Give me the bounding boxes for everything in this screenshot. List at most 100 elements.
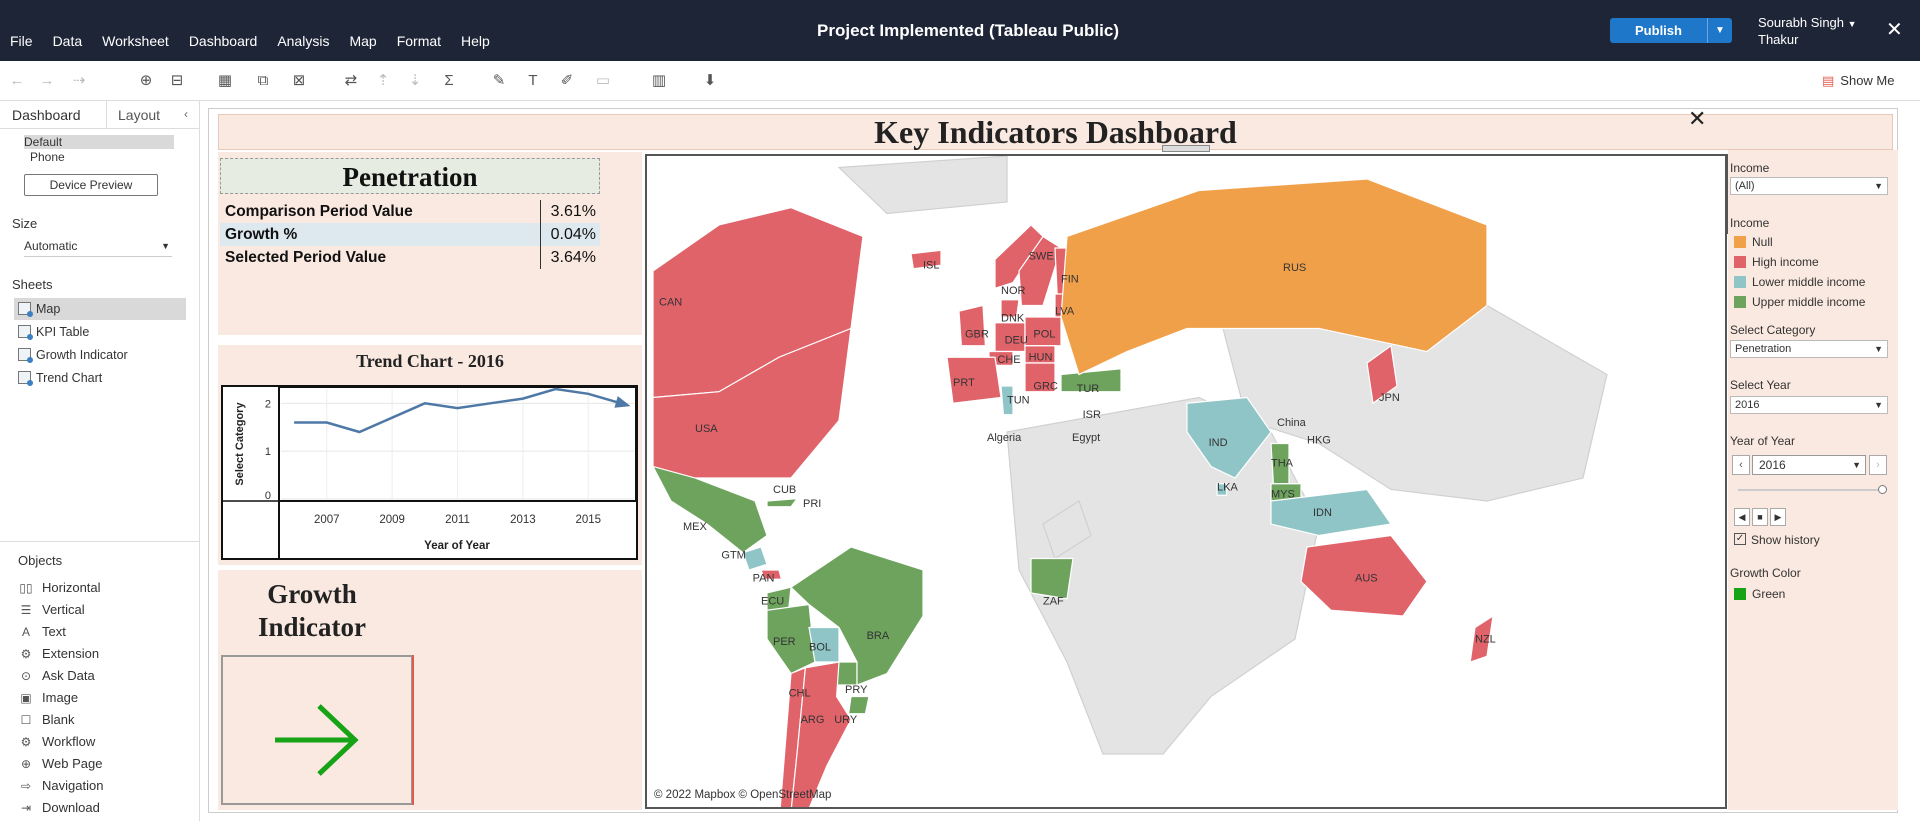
- play-back-icon[interactable]: ◀: [1734, 508, 1750, 526]
- chevron-down-icon[interactable]: ▼: [1874, 344, 1883, 354]
- trend-chart[interactable]: 0 1 2 2007 2009 2011 2013 2015 Select Category …: [221, 385, 638, 560]
- income-filter-value[interactable]: (All): [1735, 180, 1755, 192]
- sort-ascending-icon[interactable]: ⇡: [376, 72, 390, 89]
- pages-slider[interactable]: [1738, 489, 1882, 491]
- kpi-row-growth[interactable]: Growth % 0.04%: [220, 223, 600, 246]
- object-label[interactable]: Horizontal: [42, 580, 101, 595]
- tab-dashboard[interactable]: Dashboard: [12, 107, 81, 123]
- country-grc[interactable]: [1024, 362, 1056, 393]
- object-horizontal[interactable]: ▯▯ Horizontal: [18, 578, 101, 598]
- category-value[interactable]: Penetration: [1735, 343, 1792, 355]
- stop-icon[interactable]: ■: [1752, 508, 1768, 526]
- legend-label[interactable]: Lower middle income: [1752, 275, 1866, 289]
- country-ind[interactable]: [1186, 396, 1272, 479]
- collapse-icon[interactable]: ‹: [184, 107, 188, 121]
- object-label[interactable]: Workflow: [42, 734, 96, 749]
- pages-value[interactable]: 2016: [1759, 458, 1786, 472]
- sheet-map[interactable]: Map: [14, 298, 186, 320]
- object-label[interactable]: Ask Data: [42, 668, 95, 683]
- country-lka[interactable]: [1216, 483, 1228, 496]
- new-worksheet-icon[interactable]: ▦: [217, 72, 233, 89]
- object-web-page[interactable]: ⊕ Web Page: [18, 754, 103, 774]
- object-image[interactable]: ▣ Image: [18, 688, 78, 708]
- previous-icon[interactable]: ‹: [1732, 455, 1750, 475]
- forward-icon[interactable]: →: [39, 72, 55, 89]
- country-bra[interactable]: [790, 546, 924, 686]
- country-gtm[interactable]: [742, 546, 768, 571]
- dashboard-title[interactable]: Key Indicators Dashboard: [218, 114, 1893, 150]
- income-filter-select[interactable]: (All) ▼: [1730, 177, 1888, 195]
- legend-label[interactable]: High income: [1752, 255, 1819, 269]
- country-ury[interactable]: [847, 695, 870, 715]
- chart-type-icon[interactable]: ▥: [651, 72, 667, 89]
- world-map[interactable]: CAN USA MEX CUB PRI GTM PAN ECU PER BOL CHL PRY ARG U…: [645, 154, 1727, 821]
- menu-map[interactable]: Map: [349, 33, 377, 49]
- object-label[interactable]: Navigation: [42, 778, 104, 793]
- user-name[interactable]: Sourabh Singh: [1758, 15, 1845, 30]
- object-label[interactable]: Blank: [42, 712, 75, 727]
- menu-worksheet[interactable]: Worksheet: [102, 33, 169, 49]
- publish-dropdown-icon[interactable]: ▼: [1715, 25, 1725, 36]
- sort-descending-icon[interactable]: ⇣: [408, 72, 422, 89]
- publish-label[interactable]: Publish: [1610, 18, 1708, 43]
- country-dnk[interactable]: [1000, 299, 1020, 318]
- object-label[interactable]: Text: [42, 624, 66, 639]
- kpi-title[interactable]: Penetration: [220, 158, 600, 194]
- country-zaf[interactable]: [1030, 557, 1074, 600]
- pages-select[interactable]: 2016 ▼: [1752, 455, 1866, 475]
- chevron-down-icon[interactable]: ▼: [1847, 19, 1857, 29]
- device-phone[interactable]: Phone: [30, 150, 65, 164]
- show-me-button[interactable]: ▤ Show Me: [1822, 73, 1895, 89]
- size-select[interactable]: Automatic ▼: [24, 239, 172, 257]
- country-aus[interactable]: [1300, 534, 1428, 617]
- growth-color-item[interactable]: Green: [1734, 586, 1785, 602]
- country-per[interactable]: [766, 603, 816, 675]
- legend-item-high-income[interactable]: High income: [1734, 254, 1819, 270]
- annotate-icon[interactable]: ✐: [560, 72, 574, 89]
- legend-item-lower-middle-income[interactable]: Lower middle income: [1734, 274, 1865, 290]
- legend-label[interactable]: Null: [1752, 235, 1773, 249]
- country-nzl[interactable]: [1469, 614, 1494, 663]
- legend-label[interactable]: Upper middle income: [1752, 295, 1866, 309]
- pause-updates-icon[interactable]: ⊟: [170, 72, 184, 89]
- country-idn[interactable]: [1270, 488, 1393, 537]
- chevron-down-icon[interactable]: ▼: [1874, 400, 1883, 410]
- country-pan[interactable]: [760, 569, 783, 580]
- sheet-label[interactable]: Trend Chart: [36, 371, 103, 385]
- legend-item-upper-middle-income[interactable]: Upper middle income: [1734, 294, 1865, 310]
- country-prt[interactable]: [946, 356, 1002, 404]
- object-navigation[interactable]: ⇨ Navigation: [18, 776, 103, 796]
- world-map-svg[interactable]: CAN USA MEX CUB PRI GTM PAN ECU PER BOL CHL PRY ARG U…: [647, 155, 1725, 821]
- show-me-label[interactable]: Show Me: [1840, 73, 1895, 88]
- year-value[interactable]: 2016: [1735, 399, 1760, 411]
- map-credit[interactable]: © 2022 Mapbox © OpenStreetMap: [654, 789, 832, 801]
- menu-help[interactable]: Help: [461, 33, 490, 49]
- sheet-growth-indicator[interactable]: Growth Indicator: [14, 344, 186, 366]
- sheet-label[interactable]: Growth Indicator: [36, 348, 128, 362]
- clear-sheet-icon[interactable]: ⊠: [292, 72, 306, 89]
- drag-handle[interactable]: [1162, 145, 1210, 152]
- chevron-down-icon[interactable]: ▼: [1874, 181, 1883, 191]
- swap-icon[interactable]: ⇄: [344, 72, 358, 89]
- object-vertical[interactable]: ☰ Vertical: [18, 600, 85, 620]
- year-select[interactable]: 2016 ▼: [1730, 396, 1888, 414]
- object-ask-data[interactable]: ⊙ Ask Data: [18, 666, 95, 686]
- country-tur[interactable]: [1060, 368, 1122, 393]
- show-history-label[interactable]: Show history: [1751, 533, 1820, 547]
- country-isl[interactable]: [910, 249, 942, 270]
- slider-handle[interactable]: [1878, 485, 1887, 494]
- object-label[interactable]: Web Page: [42, 756, 103, 771]
- labels-icon[interactable]: T: [528, 72, 538, 89]
- country-rus[interactable]: [1060, 178, 1488, 376]
- object-label[interactable]: Vertical: [42, 602, 85, 617]
- sheet-label[interactable]: KPI Table: [36, 325, 90, 339]
- country-cub[interactable]: [766, 498, 799, 508]
- object-extension[interactable]: ⚙ Extension: [18, 644, 99, 664]
- object-blank[interactable]: ☐ Blank: [18, 710, 75, 730]
- duplicate-sheet-icon[interactable]: ⧉: [257, 72, 269, 89]
- menu-format[interactable]: Format: [396, 33, 442, 49]
- chevron-down-icon[interactable]: ▼: [161, 241, 170, 251]
- new-datasource-icon[interactable]: ⊕: [139, 72, 153, 89]
- menu-analysis[interactable]: Analysis: [277, 33, 330, 49]
